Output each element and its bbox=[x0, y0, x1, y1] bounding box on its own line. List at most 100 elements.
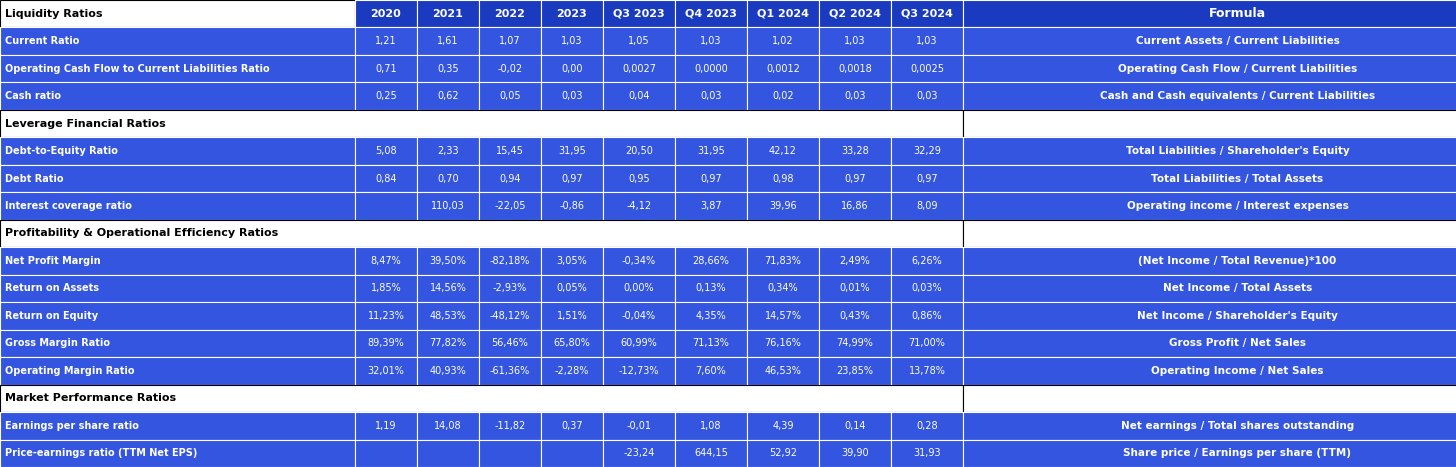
Text: 1,85%: 1,85% bbox=[371, 283, 402, 293]
Bar bbox=[0, 0, 355, 28]
Text: Earnings per share ratio: Earnings per share ratio bbox=[4, 421, 138, 431]
Bar bbox=[603, 302, 676, 330]
Text: Formula: Formula bbox=[1208, 7, 1267, 20]
Bar bbox=[962, 302, 1456, 330]
Text: 16,86: 16,86 bbox=[842, 201, 869, 211]
Bar bbox=[479, 82, 542, 110]
Bar bbox=[818, 357, 891, 385]
Text: 0,14: 0,14 bbox=[844, 421, 866, 431]
Text: 1,61: 1,61 bbox=[437, 36, 459, 46]
Bar bbox=[416, 302, 479, 330]
Bar bbox=[676, 439, 747, 467]
Bar bbox=[603, 192, 676, 220]
Bar bbox=[747, 247, 818, 275]
Bar bbox=[0, 412, 355, 439]
Bar bbox=[747, 439, 818, 467]
Bar bbox=[479, 412, 542, 439]
Bar bbox=[962, 137, 1456, 165]
Bar bbox=[0, 28, 355, 55]
Bar bbox=[747, 302, 818, 330]
Text: 8,09: 8,09 bbox=[916, 201, 938, 211]
Text: 0,0018: 0,0018 bbox=[839, 64, 872, 74]
Text: 8,47%: 8,47% bbox=[371, 256, 402, 266]
Text: Return on Equity: Return on Equity bbox=[4, 311, 98, 321]
Text: 0,70: 0,70 bbox=[437, 174, 459, 184]
Text: 0,25: 0,25 bbox=[376, 91, 397, 101]
Bar bbox=[479, 192, 542, 220]
Text: 1,51%: 1,51% bbox=[556, 311, 587, 321]
Text: 3,87: 3,87 bbox=[700, 201, 722, 211]
Text: -0,02: -0,02 bbox=[498, 64, 523, 74]
Bar bbox=[818, 28, 891, 55]
Text: 0,03%: 0,03% bbox=[911, 283, 942, 293]
Text: 32,29: 32,29 bbox=[913, 146, 941, 156]
Bar bbox=[542, 165, 603, 192]
Bar bbox=[479, 302, 542, 330]
Text: Debt-to-Equity Ratio: Debt-to-Equity Ratio bbox=[4, 146, 118, 156]
Text: 0,13%: 0,13% bbox=[696, 283, 727, 293]
Text: -48,12%: -48,12% bbox=[489, 311, 530, 321]
Bar bbox=[355, 0, 416, 28]
Bar bbox=[355, 55, 416, 82]
Bar bbox=[542, 28, 603, 55]
Text: 11,23%: 11,23% bbox=[367, 311, 405, 321]
Bar bbox=[891, 302, 962, 330]
Bar bbox=[818, 165, 891, 192]
Bar bbox=[962, 357, 1456, 385]
Text: Q3 2023: Q3 2023 bbox=[613, 9, 665, 19]
Text: 2,49%: 2,49% bbox=[840, 256, 871, 266]
Bar bbox=[747, 412, 818, 439]
Text: 0,84: 0,84 bbox=[376, 174, 396, 184]
Text: 0,0027: 0,0027 bbox=[622, 64, 657, 74]
Bar bbox=[603, 412, 676, 439]
Bar bbox=[747, 137, 818, 165]
Bar bbox=[747, 0, 818, 28]
Bar bbox=[542, 439, 603, 467]
Text: 0,03: 0,03 bbox=[700, 91, 722, 101]
Text: 2022: 2022 bbox=[495, 9, 526, 19]
Bar bbox=[891, 55, 962, 82]
Text: 1,07: 1,07 bbox=[499, 36, 521, 46]
Text: 1,19: 1,19 bbox=[376, 421, 396, 431]
Text: 76,16%: 76,16% bbox=[764, 339, 801, 348]
Bar bbox=[676, 302, 747, 330]
Text: 71,83%: 71,83% bbox=[764, 256, 801, 266]
Bar bbox=[818, 0, 891, 28]
Bar bbox=[603, 439, 676, 467]
Text: 48,53%: 48,53% bbox=[430, 311, 466, 321]
Bar bbox=[818, 439, 891, 467]
Bar bbox=[355, 412, 416, 439]
Bar bbox=[676, 82, 747, 110]
Bar bbox=[676, 165, 747, 192]
Bar bbox=[818, 247, 891, 275]
Bar bbox=[416, 330, 479, 357]
Bar bbox=[0, 165, 355, 192]
Text: -82,18%: -82,18% bbox=[489, 256, 530, 266]
Text: 1,03: 1,03 bbox=[561, 36, 582, 46]
Bar bbox=[962, 439, 1456, 467]
Bar bbox=[542, 55, 603, 82]
Text: 28,66%: 28,66% bbox=[693, 256, 729, 266]
Text: 2,33: 2,33 bbox=[437, 146, 459, 156]
Bar bbox=[355, 165, 416, 192]
Bar bbox=[962, 28, 1456, 55]
Text: -0,86: -0,86 bbox=[559, 201, 584, 211]
Text: -11,82: -11,82 bbox=[495, 421, 526, 431]
Bar bbox=[962, 247, 1456, 275]
Text: 4,39: 4,39 bbox=[772, 421, 794, 431]
Text: Gross Margin Ratio: Gross Margin Ratio bbox=[4, 339, 111, 348]
Text: 0,0012: 0,0012 bbox=[766, 64, 799, 74]
Text: Q4 2023: Q4 2023 bbox=[686, 9, 737, 19]
Text: -0,34%: -0,34% bbox=[622, 256, 657, 266]
Text: 7,60%: 7,60% bbox=[696, 366, 727, 376]
Text: 0,0000: 0,0000 bbox=[695, 64, 728, 74]
Text: 0,00: 0,00 bbox=[561, 64, 582, 74]
Text: 0,28: 0,28 bbox=[916, 421, 938, 431]
Bar bbox=[891, 275, 962, 302]
Text: -61,36%: -61,36% bbox=[489, 366, 530, 376]
Bar bbox=[676, 0, 747, 28]
Text: Profitability & Operational Efficiency Ratios: Profitability & Operational Efficiency R… bbox=[4, 228, 278, 239]
Text: Leverage Financial Ratios: Leverage Financial Ratios bbox=[4, 119, 166, 128]
Text: 39,50%: 39,50% bbox=[430, 256, 466, 266]
Text: 0,04: 0,04 bbox=[628, 91, 649, 101]
